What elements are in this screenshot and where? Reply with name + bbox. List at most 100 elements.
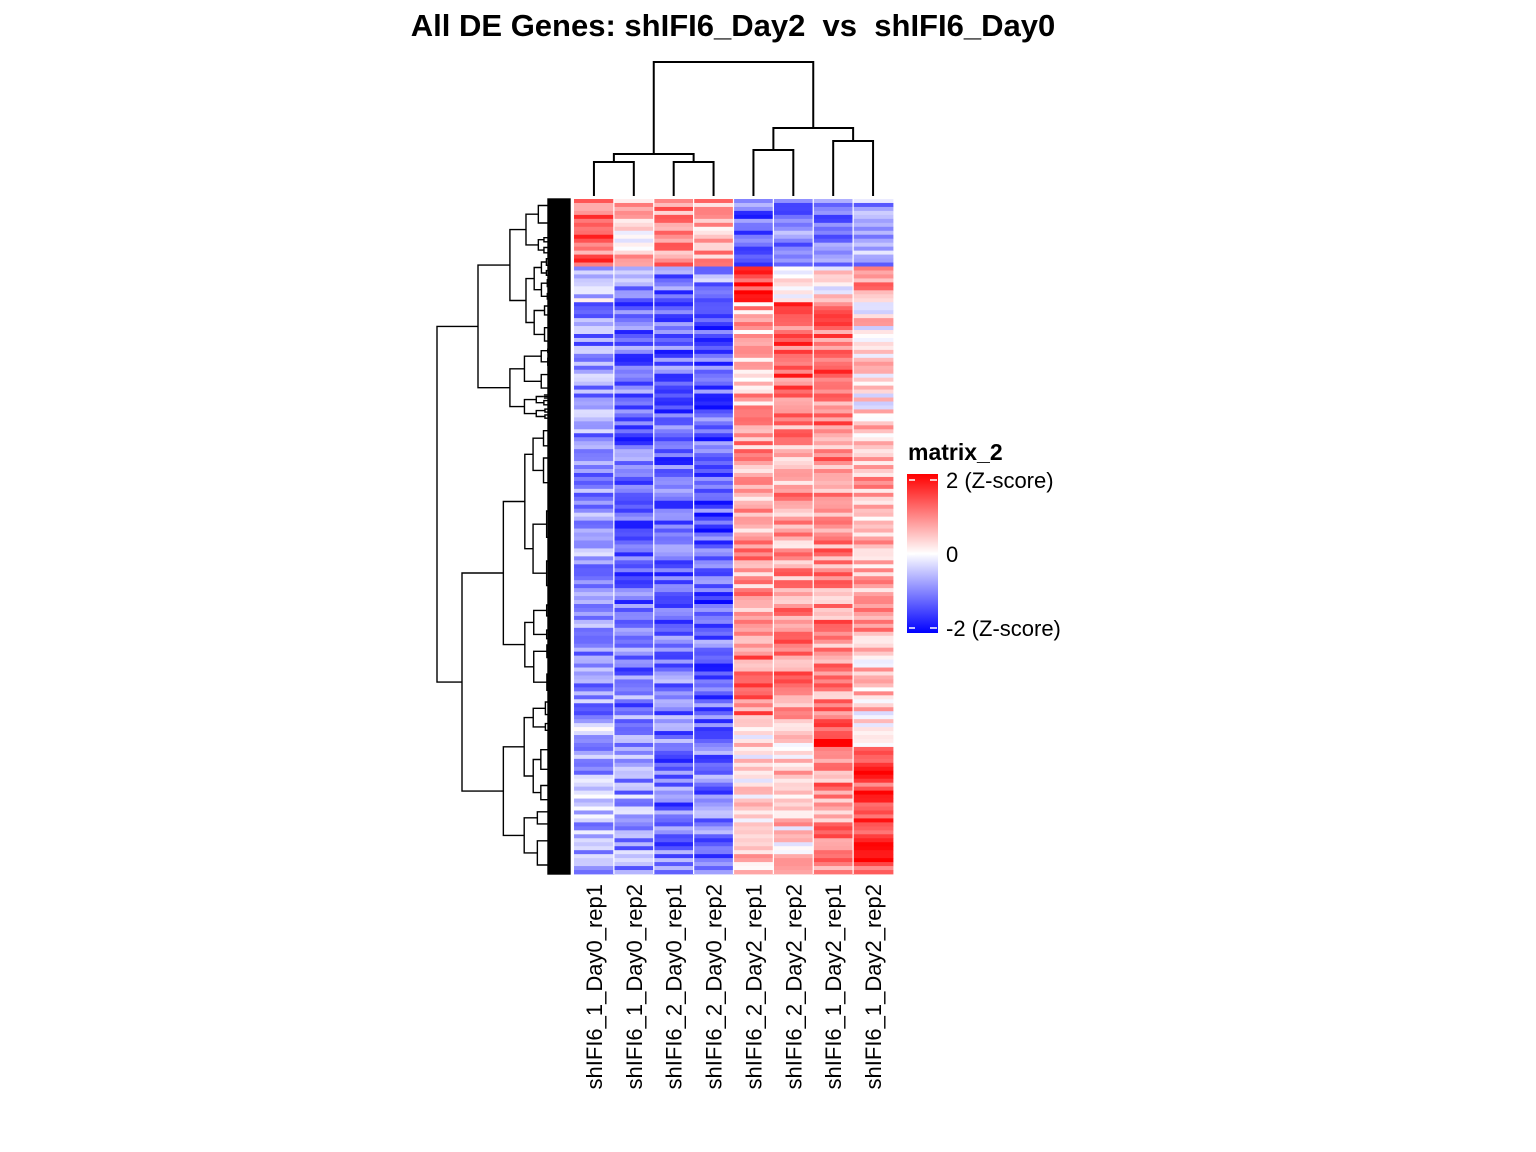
heatmap-cell: [773, 484, 814, 490]
heatmap-cell: [853, 405, 894, 410]
heatmap-cell: [853, 298, 894, 303]
heatmap-cell: [733, 639, 774, 645]
heatmap-cell: [693, 334, 734, 339]
heatmap-cell: [613, 337, 655, 343]
heatmap-cell: [693, 199, 734, 204]
heatmap-cell: [574, 750, 615, 756]
dendrogram-branch: [436, 325, 478, 683]
heatmap-cell: [773, 842, 814, 847]
heatmap-cell: [613, 735, 655, 740]
heatmap-cell: [733, 778, 774, 784]
heatmap-cell: [693, 496, 734, 502]
heatmap-cell: [773, 401, 814, 406]
heatmap-cell: [653, 754, 695, 760]
heatmap-cell: [574, 480, 615, 486]
heatmap-cell: [613, 766, 655, 772]
heatmap-cell: [853, 723, 894, 728]
heatmap-cell: [773, 536, 814, 541]
heatmap-cell: [813, 250, 854, 255]
heatmap-cell: [693, 762, 734, 768]
heatmap-cell: [613, 389, 655, 394]
heatmap-cell: [733, 627, 774, 633]
heatmap-cell: [653, 786, 695, 792]
heatmap-cell: [853, 318, 894, 323]
dendrogram-branch: [533, 266, 542, 291]
heatmap-cell: [574, 631, 615, 637]
heatmap-cell: [853, 671, 894, 676]
column-dendrogram: [592, 61, 875, 196]
dendrogram-branch: [524, 621, 534, 668]
heatmap-cell: [733, 365, 774, 371]
heatmap-cell: [693, 532, 734, 537]
heatmap-cell: [733, 401, 774, 406]
heatmap-cell: [574, 663, 615, 668]
heatmap-cell: [773, 393, 814, 398]
heatmap-cell: [574, 278, 615, 283]
heatmap-cell: [773, 604, 814, 609]
heatmap-cell: [693, 393, 734, 398]
heatmap-cell: [613, 604, 655, 609]
heatmap-cell: [653, 330, 695, 335]
heatmap-cell: [773, 341, 814, 347]
heatmap-cell: [813, 802, 854, 807]
heatmap-cell: [813, 576, 854, 581]
heatmap-cell: [733, 532, 774, 537]
heatmap-cell: [813, 381, 854, 387]
heatmap-cell: [773, 199, 814, 204]
heatmap-cell: [813, 703, 854, 708]
heatmap-cell: [813, 508, 854, 514]
heatmap-cell: [653, 604, 695, 609]
row-dendrogram: [436, 198, 571, 875]
heatmap-cell: [773, 318, 814, 323]
heatmap-cell: [574, 647, 615, 653]
heatmap-cell: [773, 465, 814, 470]
chart-title: All DE Genes: shIFI6_Day2 vs shIFI6_Day0: [410, 8, 1056, 43]
heatmap-cell: [773, 504, 814, 510]
heatmap-cell: [813, 790, 854, 795]
heatmap-cell: [574, 270, 615, 275]
heatmap-cell: [733, 600, 774, 605]
heatmap-cell: [853, 278, 894, 283]
heatmap-cell: [653, 623, 695, 629]
heatmap-cell: [574, 274, 615, 279]
heatmap-cell: [773, 782, 814, 788]
dendrogram-branch: [523, 355, 542, 382]
heatmap-cell: [613, 707, 655, 712]
heatmap-cell: [653, 377, 695, 383]
heatmap-cell: [813, 600, 854, 605]
heatmap-cell: [693, 782, 734, 788]
heatmap-cell: [813, 330, 854, 335]
heatmap-cell: [813, 361, 854, 367]
heatmap-cell: [653, 381, 695, 387]
heatmap-cell: [574, 818, 615, 823]
heatmap-cell: [613, 449, 655, 454]
heatmap-cell: [773, 703, 814, 708]
heatmap-cell: [813, 401, 854, 406]
heatmap-cell: [574, 306, 615, 311]
heatmap-cell: [653, 806, 695, 811]
heatmap-cell: [813, 723, 854, 728]
heatmap-cell: [853, 330, 894, 335]
heatmap-cell: [813, 230, 854, 236]
heatmap-cell: [813, 314, 854, 319]
heatmap-cell: [813, 441, 854, 446]
heatmap-cell: [613, 651, 655, 657]
heatmap-cell: [853, 635, 894, 641]
heatmap-cell: [733, 635, 774, 641]
heatmap-cell: [773, 258, 814, 263]
heatmap-cell: [773, 274, 814, 279]
heatmap-cell: [853, 615, 894, 621]
heatmap-cell: [733, 218, 774, 224]
heatmap-cell: [813, 659, 854, 664]
heatmap-cell: [693, 631, 734, 637]
heatmap-cell: [613, 504, 655, 510]
heatmap-cell: [653, 449, 695, 454]
heatmap-cell: [693, 230, 734, 236]
heatmap-cell: [574, 528, 615, 533]
heatmap-cell: [613, 671, 655, 676]
heatmap-cell: [733, 794, 774, 799]
heatmap-cell: [813, 655, 854, 660]
heatmap-cell: [693, 206, 734, 212]
heatmap-cell: [693, 719, 734, 724]
heatmap-cell: [613, 286, 655, 291]
